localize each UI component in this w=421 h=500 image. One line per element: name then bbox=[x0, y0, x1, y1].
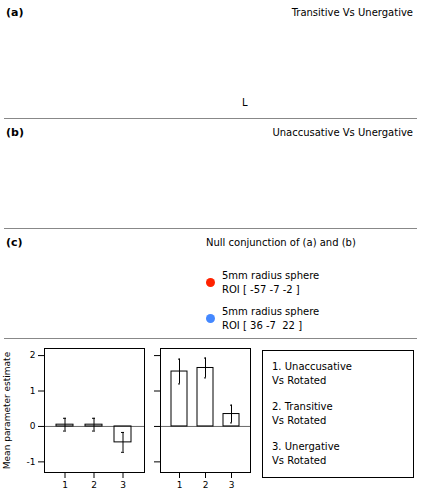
html-text:Null conjunction of (a) and (b: Null conjunction of (a) and (b) bbox=[206, 237, 356, 248]
svg-text:3: 3 bbox=[229, 480, 235, 490]
svg-text:1: 1 bbox=[62, 480, 68, 490]
html-text:3. Unergative Vs Rotated: 3. Unergative Vs Rotated bbox=[272, 441, 340, 466]
svg-text:2: 2 bbox=[30, 350, 36, 360]
html-text:(a): (a) bbox=[6, 6, 24, 19]
html-text:1. Unaccusative Vs Rotated: 1. Unaccusative Vs Rotated bbox=[272, 361, 352, 386]
html-text:L: L bbox=[242, 97, 248, 108]
html-text:Unaccusative Vs Unergative: Unaccusative Vs Unergative bbox=[272, 127, 413, 138]
svg-text:2: 2 bbox=[91, 480, 97, 490]
svg-text:1: 1 bbox=[177, 480, 183, 490]
html-text:(b): (b) bbox=[6, 126, 24, 139]
svg-text:-1: -1 bbox=[27, 457, 36, 467]
html-text:5mm radius sphere ROI [ 36 -7: 5mm radius sphere ROI [ 36 -7 22 ] bbox=[222, 305, 320, 330]
svg-text:2: 2 bbox=[203, 480, 209, 490]
html-text:(c): (c) bbox=[6, 236, 23, 249]
html-text:2. Transitive Vs Rotated: 2. Transitive Vs Rotated bbox=[272, 401, 333, 426]
svg-text:Mean parameter estimate: Mean parameter estimate bbox=[2, 351, 12, 469]
svg-text:0: 0 bbox=[30, 421, 36, 431]
svg-text:1: 1 bbox=[30, 386, 36, 396]
html-text:Transitive Vs Unergative: Transitive Vs Unergative bbox=[291, 7, 413, 18]
svg-text:3: 3 bbox=[120, 480, 126, 490]
html-text:5mm radius sphere ROI [ -57 -7: 5mm radius sphere ROI [ -57 -7 -2 ] bbox=[222, 269, 320, 294]
